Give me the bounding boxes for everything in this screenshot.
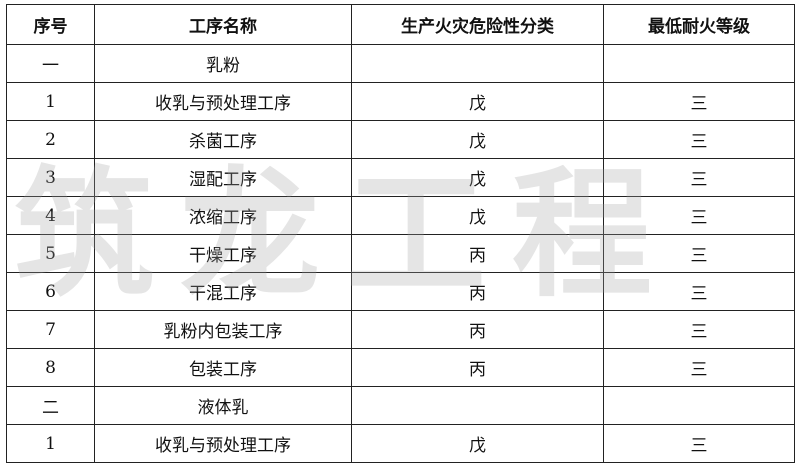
cell-process-name: 收乳与预处理工序	[94, 82, 352, 121]
cell-min-fire-rating	[603, 386, 795, 425]
table-row: 5 干燥工序 丙 三	[6, 234, 795, 273]
cell-seq: 6	[6, 272, 95, 311]
table-row: 1 收乳与预处理工序 戊 三	[6, 424, 795, 463]
cell-min-fire-rating: 三	[603, 82, 795, 121]
fire-rating-table: 序号 工序名称 生产火灾危险性分类 最低耐火等级 一 乳粉 1 收乳与预处理工序…	[6, 4, 795, 463]
cell-process-name: 包装工序	[94, 348, 352, 387]
header-seq: 序号	[6, 4, 95, 45]
cell-min-fire-rating	[603, 44, 795, 83]
cell-fire-hazard-class: 戊	[351, 120, 604, 159]
table-row: 4 浓缩工序 戊 三	[6, 196, 795, 235]
cell-process-name: 干混工序	[94, 272, 352, 311]
cell-fire-hazard-class: 戊	[351, 82, 604, 121]
cell-seq: 5	[6, 234, 95, 273]
cell-fire-hazard-class: 丙	[351, 348, 604, 387]
cell-min-fire-rating: 三	[603, 348, 795, 387]
header-fire-hazard-class: 生产火灾危险性分类	[351, 4, 604, 45]
table-header-row: 序号 工序名称 生产火灾危险性分类 最低耐火等级	[6, 4, 795, 45]
cell-min-fire-rating: 三	[603, 424, 795, 463]
cell-process-name: 浓缩工序	[94, 196, 352, 235]
cell-process-name: 乳粉	[94, 44, 352, 83]
cell-seq: 2	[6, 120, 95, 159]
cell-min-fire-rating: 三	[603, 196, 795, 235]
cell-fire-hazard-class: 戊	[351, 196, 604, 235]
cell-min-fire-rating: 三	[603, 234, 795, 273]
table-row: 二 液体乳	[6, 386, 795, 425]
cell-seq: 1	[6, 82, 95, 121]
cell-process-name: 干燥工序	[94, 234, 352, 273]
cell-fire-hazard-class	[351, 386, 604, 425]
cell-min-fire-rating: 三	[603, 272, 795, 311]
table-row: 6 干混工序 丙 三	[6, 272, 795, 311]
cell-min-fire-rating: 三	[603, 120, 795, 159]
cell-fire-hazard-class: 丙	[351, 272, 604, 311]
cell-fire-hazard-class: 丙	[351, 234, 604, 273]
cell-seq: 一	[6, 44, 95, 83]
cell-seq: 7	[6, 310, 95, 349]
cell-fire-hazard-class: 戊	[351, 424, 604, 463]
cell-seq: 1	[6, 424, 95, 463]
table-row: 2 杀菌工序 戊 三	[6, 120, 795, 159]
cell-process-name: 乳粉内包装工序	[94, 310, 352, 349]
table-row: 3 湿配工序 戊 三	[6, 158, 795, 197]
cell-process-name: 湿配工序	[94, 158, 352, 197]
cell-fire-hazard-class: 丙	[351, 310, 604, 349]
cell-seq: 3	[6, 158, 95, 197]
cell-min-fire-rating: 三	[603, 158, 795, 197]
cell-process-name: 液体乳	[94, 386, 352, 425]
table-row: 8 包装工序 丙 三	[6, 348, 795, 387]
table-row: 1 收乳与预处理工序 戊 三	[6, 82, 795, 121]
cell-seq: 二	[6, 386, 95, 425]
table-row: 一 乳粉	[6, 44, 795, 83]
header-process-name: 工序名称	[94, 4, 352, 45]
cell-process-name: 收乳与预处理工序	[94, 424, 352, 463]
cell-fire-hazard-class	[351, 44, 604, 83]
cell-seq: 4	[6, 196, 95, 235]
cell-min-fire-rating: 三	[603, 310, 795, 349]
cell-seq: 8	[6, 348, 95, 387]
header-min-fire-rating: 最低耐火等级	[603, 4, 795, 45]
cell-process-name: 杀菌工序	[94, 120, 352, 159]
table-row: 7 乳粉内包装工序 丙 三	[6, 310, 795, 349]
cell-fire-hazard-class: 戊	[351, 158, 604, 197]
